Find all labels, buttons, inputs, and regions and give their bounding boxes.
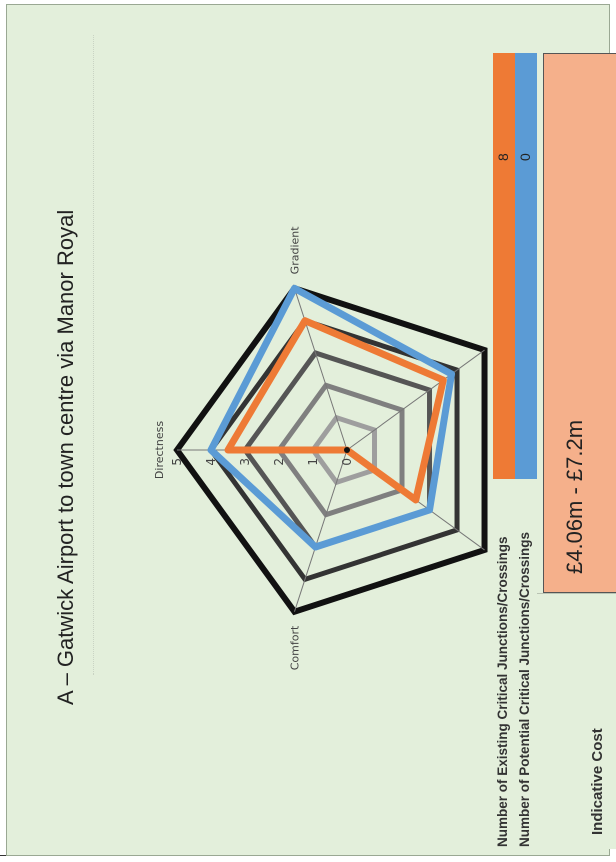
series-2-line [207, 284, 456, 551]
indicative-cost-value-cell: £4.06m - £7.2m [543, 53, 616, 593]
title-divider [93, 35, 94, 675]
existing-junctions-row: Number of Existing Critical Junctions/Cr… [493, 53, 515, 849]
grid-spoke-5 [293, 449, 348, 612]
scale-label-4: 4 [204, 458, 218, 466]
indicative-cost-label: Indicative Cost [589, 728, 606, 835]
junctions-table: Indicative Cost Number of Existing Criti… [493, 0, 616, 849]
potential-junctions-label: Number of Potential Critical Junctions/C… [517, 531, 532, 847]
scale-label-0: 0 [340, 458, 354, 466]
existing-junctions-label: Number of Existing Critical Junctions/Cr… [495, 536, 510, 847]
scale-label-3: 3 [238, 458, 252, 466]
existing-junctions-label-cell: Number of Existing Critical Junctions/Cr… [493, 479, 515, 849]
potential-junctions-label-cell: Number of Potential Critical Junctions/C… [515, 479, 537, 849]
axis-label-gradient: Gradient [288, 226, 301, 275]
scale-label-5: 5 [170, 458, 184, 466]
potential-junctions-value: 0 [517, 153, 533, 161]
axis-label-comfort: Comfort [288, 625, 301, 670]
potential-junctions-row: Number of Potential Critical Junctions/C… [515, 53, 537, 849]
grid-ring-1 [309, 414, 378, 486]
grid-ring-2 [275, 382, 405, 518]
radar-chart: DirectnessGradientSafetyConnectivityComf… [153, 226, 506, 671]
grid-ring-5 [173, 284, 488, 616]
indicative-cost-value: £4.06m - £7.2m [562, 419, 587, 574]
series-1-line [224, 317, 447, 504]
grid-spoke-3 [346, 349, 485, 451]
scale-label-1: 1 [306, 458, 320, 466]
scale-label-2: 2 [272, 458, 286, 466]
route-title: A – Gatwick Airport to town centre via M… [53, 209, 78, 705]
existing-junctions-value-cell: 8 [493, 53, 515, 479]
axis-label-directness: Directness [153, 421, 166, 479]
radar-center [344, 447, 350, 453]
grid-spoke-2 [293, 288, 348, 451]
potential-junctions-value-cell: 0 [515, 53, 537, 479]
existing-junctions-value: 8 [495, 153, 511, 161]
route-panel: A – Gatwick Airport to town centre via M… [6, 4, 616, 856]
radar-series [207, 284, 456, 551]
